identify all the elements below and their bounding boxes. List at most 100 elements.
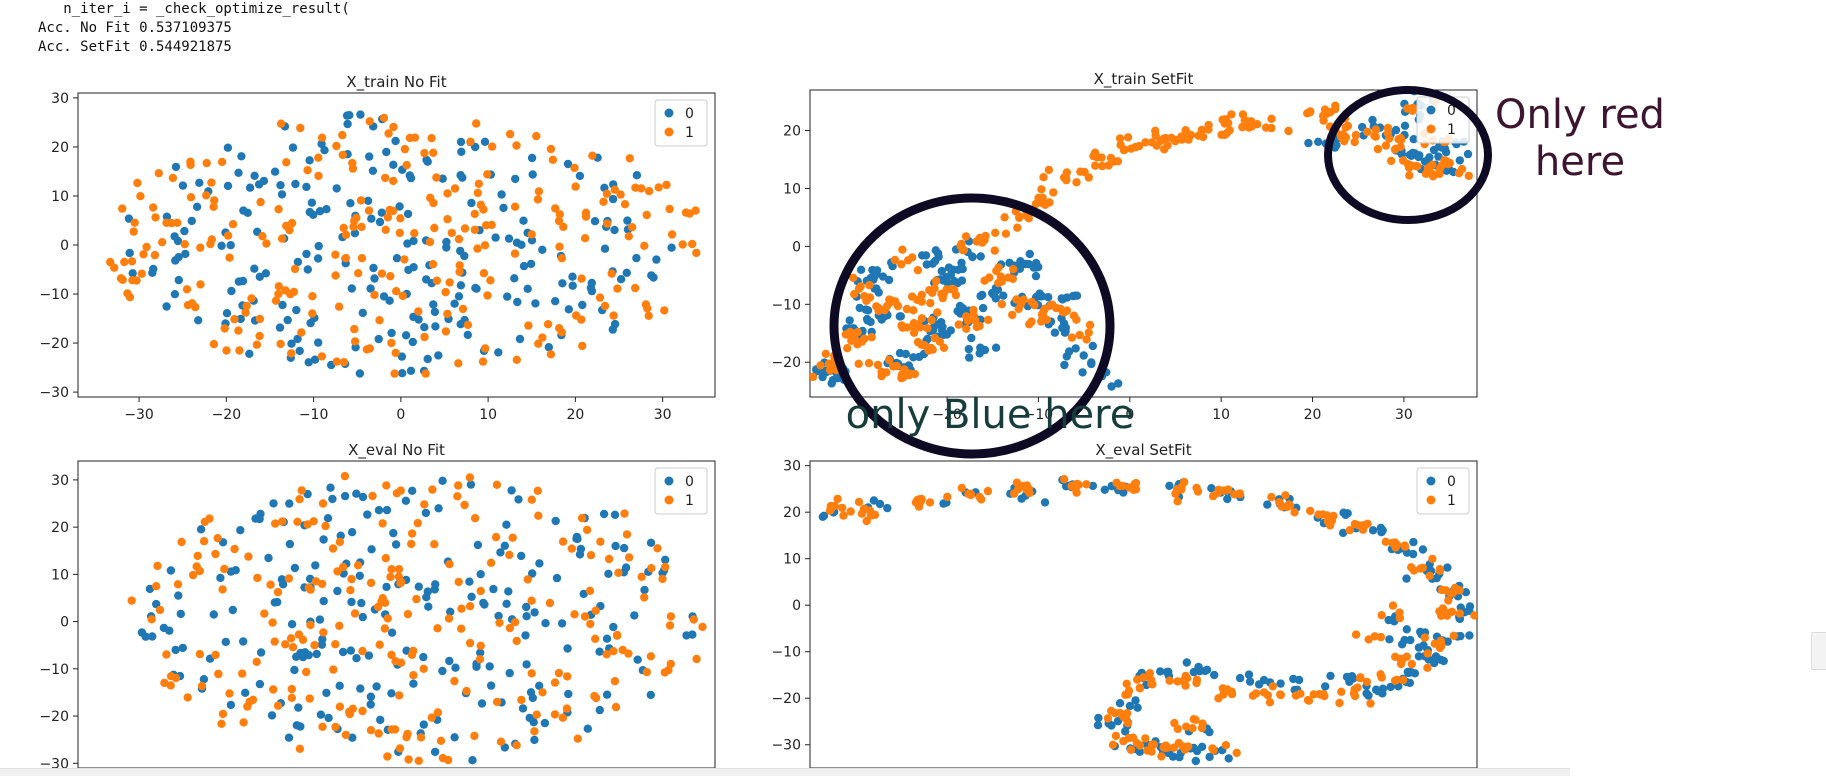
scatter-point-class-1 (405, 133, 415, 143)
scatter-point-class-1 (570, 163, 579, 173)
scatter-point-class-0 (535, 681, 544, 690)
scatter-point-class-0 (485, 662, 494, 671)
legend-label-0: 0 (685, 474, 694, 490)
scatter-point-class-0 (302, 182, 311, 192)
scatter-point-class-0 (883, 503, 892, 513)
scatter-point-class-0 (275, 323, 285, 332)
scatter-point-class-1 (1121, 690, 1130, 699)
scatter-point-class-1 (220, 324, 229, 333)
legend-marker-1 (1426, 495, 1436, 505)
scatter-point-class-0 (358, 308, 367, 318)
scatter-point-class-1 (350, 216, 359, 226)
horizontal-scrollbar[interactable] (0, 768, 1570, 776)
scatter-point-class-1 (129, 227, 138, 236)
scatter-point-class-0 (292, 305, 301, 315)
scatter-point-class-1 (1363, 127, 1372, 136)
scatter-point-class-0 (1205, 752, 1214, 762)
scatter-point-class-0 (382, 582, 391, 592)
scatter-point-class-1 (387, 650, 396, 660)
scatter-point-class-0 (1405, 150, 1415, 159)
scatter-point-class-0 (502, 599, 511, 608)
scatter-point-class-1 (532, 710, 541, 719)
scatter-point-class-1 (1009, 265, 1018, 274)
scatter-point-class-0 (228, 605, 237, 615)
scatter-point-class-1 (332, 141, 341, 151)
scatter-point-class-1 (688, 239, 697, 249)
scatter-point-class-1 (555, 324, 564, 333)
scatter-point-class-1 (350, 324, 359, 334)
scatter-point-class-0 (342, 111, 352, 120)
scatter-point-class-1 (510, 249, 520, 258)
scatter-point-class-0 (978, 303, 988, 313)
scatter-point-class-1 (380, 598, 390, 607)
scatter-point-class-0 (180, 226, 189, 236)
scatter-point-class-1 (1060, 475, 1069, 484)
scatter-point-class-1 (558, 537, 568, 546)
scatter-point-class-0 (221, 637, 230, 647)
scatter-point-class-0 (526, 259, 536, 269)
legend: 01 (654, 99, 708, 147)
scatter-point-class-1 (457, 604, 466, 613)
scatter-point-class-0 (195, 178, 204, 187)
scatter-point-class-0 (1321, 682, 1330, 691)
scatter-point-class-1 (496, 737, 506, 746)
scatter-point-class-1 (487, 220, 496, 230)
vertical-scrollbar-thumb[interactable] (1811, 632, 1826, 670)
scatter-point-class-1 (377, 269, 387, 278)
scatter-point-class-0 (476, 570, 485, 579)
points-group (810, 90, 1474, 392)
scatter-point-class-0 (302, 249, 311, 259)
scatter-point-class-1 (890, 255, 900, 265)
scatter-point-class-1 (1366, 699, 1375, 708)
scatter-point-class-0 (630, 611, 639, 620)
scatter-point-class-0 (392, 254, 402, 263)
scatter-point-class-0 (1061, 323, 1071, 332)
scatter-point-class-0 (583, 724, 592, 733)
scatter-point-class-1 (357, 254, 367, 263)
scatter-point-class-1 (303, 166, 312, 175)
scatter-point-class-0 (209, 610, 218, 619)
scatter-point-class-1 (270, 637, 279, 646)
scatter-point-class-1 (512, 355, 521, 364)
scatter-point-class-0 (519, 261, 529, 271)
scatter-point-class-1 (1350, 685, 1359, 694)
scatter-point-class-0 (502, 520, 511, 529)
y-tick-label: −10 (39, 287, 69, 303)
scatter-point-class-0 (1373, 687, 1383, 696)
scatter-point-class-1 (816, 361, 825, 370)
scatter-point-class-0 (238, 276, 248, 286)
red-note-line1: Only red (1495, 92, 1665, 138)
scatter-point-class-0 (477, 699, 487, 708)
scatter-point-class-1 (698, 622, 707, 632)
scatter-point-class-1 (637, 572, 646, 581)
scatter-point-class-1 (1337, 687, 1346, 696)
scatter-point-class-1 (353, 561, 363, 570)
scatter-point-class-1 (481, 344, 490, 353)
scatter-point-class-1 (427, 134, 436, 143)
scatter-point-class-1 (543, 320, 553, 329)
scatter-point-class-1 (1326, 108, 1335, 117)
scatter-point-class-1 (125, 293, 135, 302)
scatter-point-class-0 (387, 689, 396, 698)
scatter-point-class-1 (850, 290, 859, 299)
scatter-point-class-1 (206, 239, 215, 249)
scatter-point-class-1 (1024, 213, 1033, 222)
scatter-point-class-0 (632, 171, 642, 180)
scatter-point-class-0 (600, 244, 610, 253)
scatter-point-class-0 (578, 300, 587, 310)
y-tick-label: 0 (792, 239, 801, 255)
scatter-point-class-1 (602, 650, 611, 659)
scatter-point-class-1 (1082, 335, 1091, 344)
scatter-point-class-1 (1171, 137, 1180, 146)
scatter-point-class-0 (575, 550, 585, 559)
x-tick-label: 10 (1212, 407, 1230, 423)
scatter-point-class-1 (1218, 684, 1228, 693)
scatter-point-class-1 (1442, 611, 1452, 620)
scatter-point-class-0 (423, 587, 432, 596)
scatter-point-class-1 (1157, 752, 1166, 761)
scatter-point-class-1 (624, 553, 634, 562)
scatter-point-class-1 (290, 264, 300, 274)
scatter-point-class-1 (106, 257, 115, 267)
scatter-point-class-1 (641, 300, 651, 309)
scatter-point-class-0 (575, 171, 585, 181)
